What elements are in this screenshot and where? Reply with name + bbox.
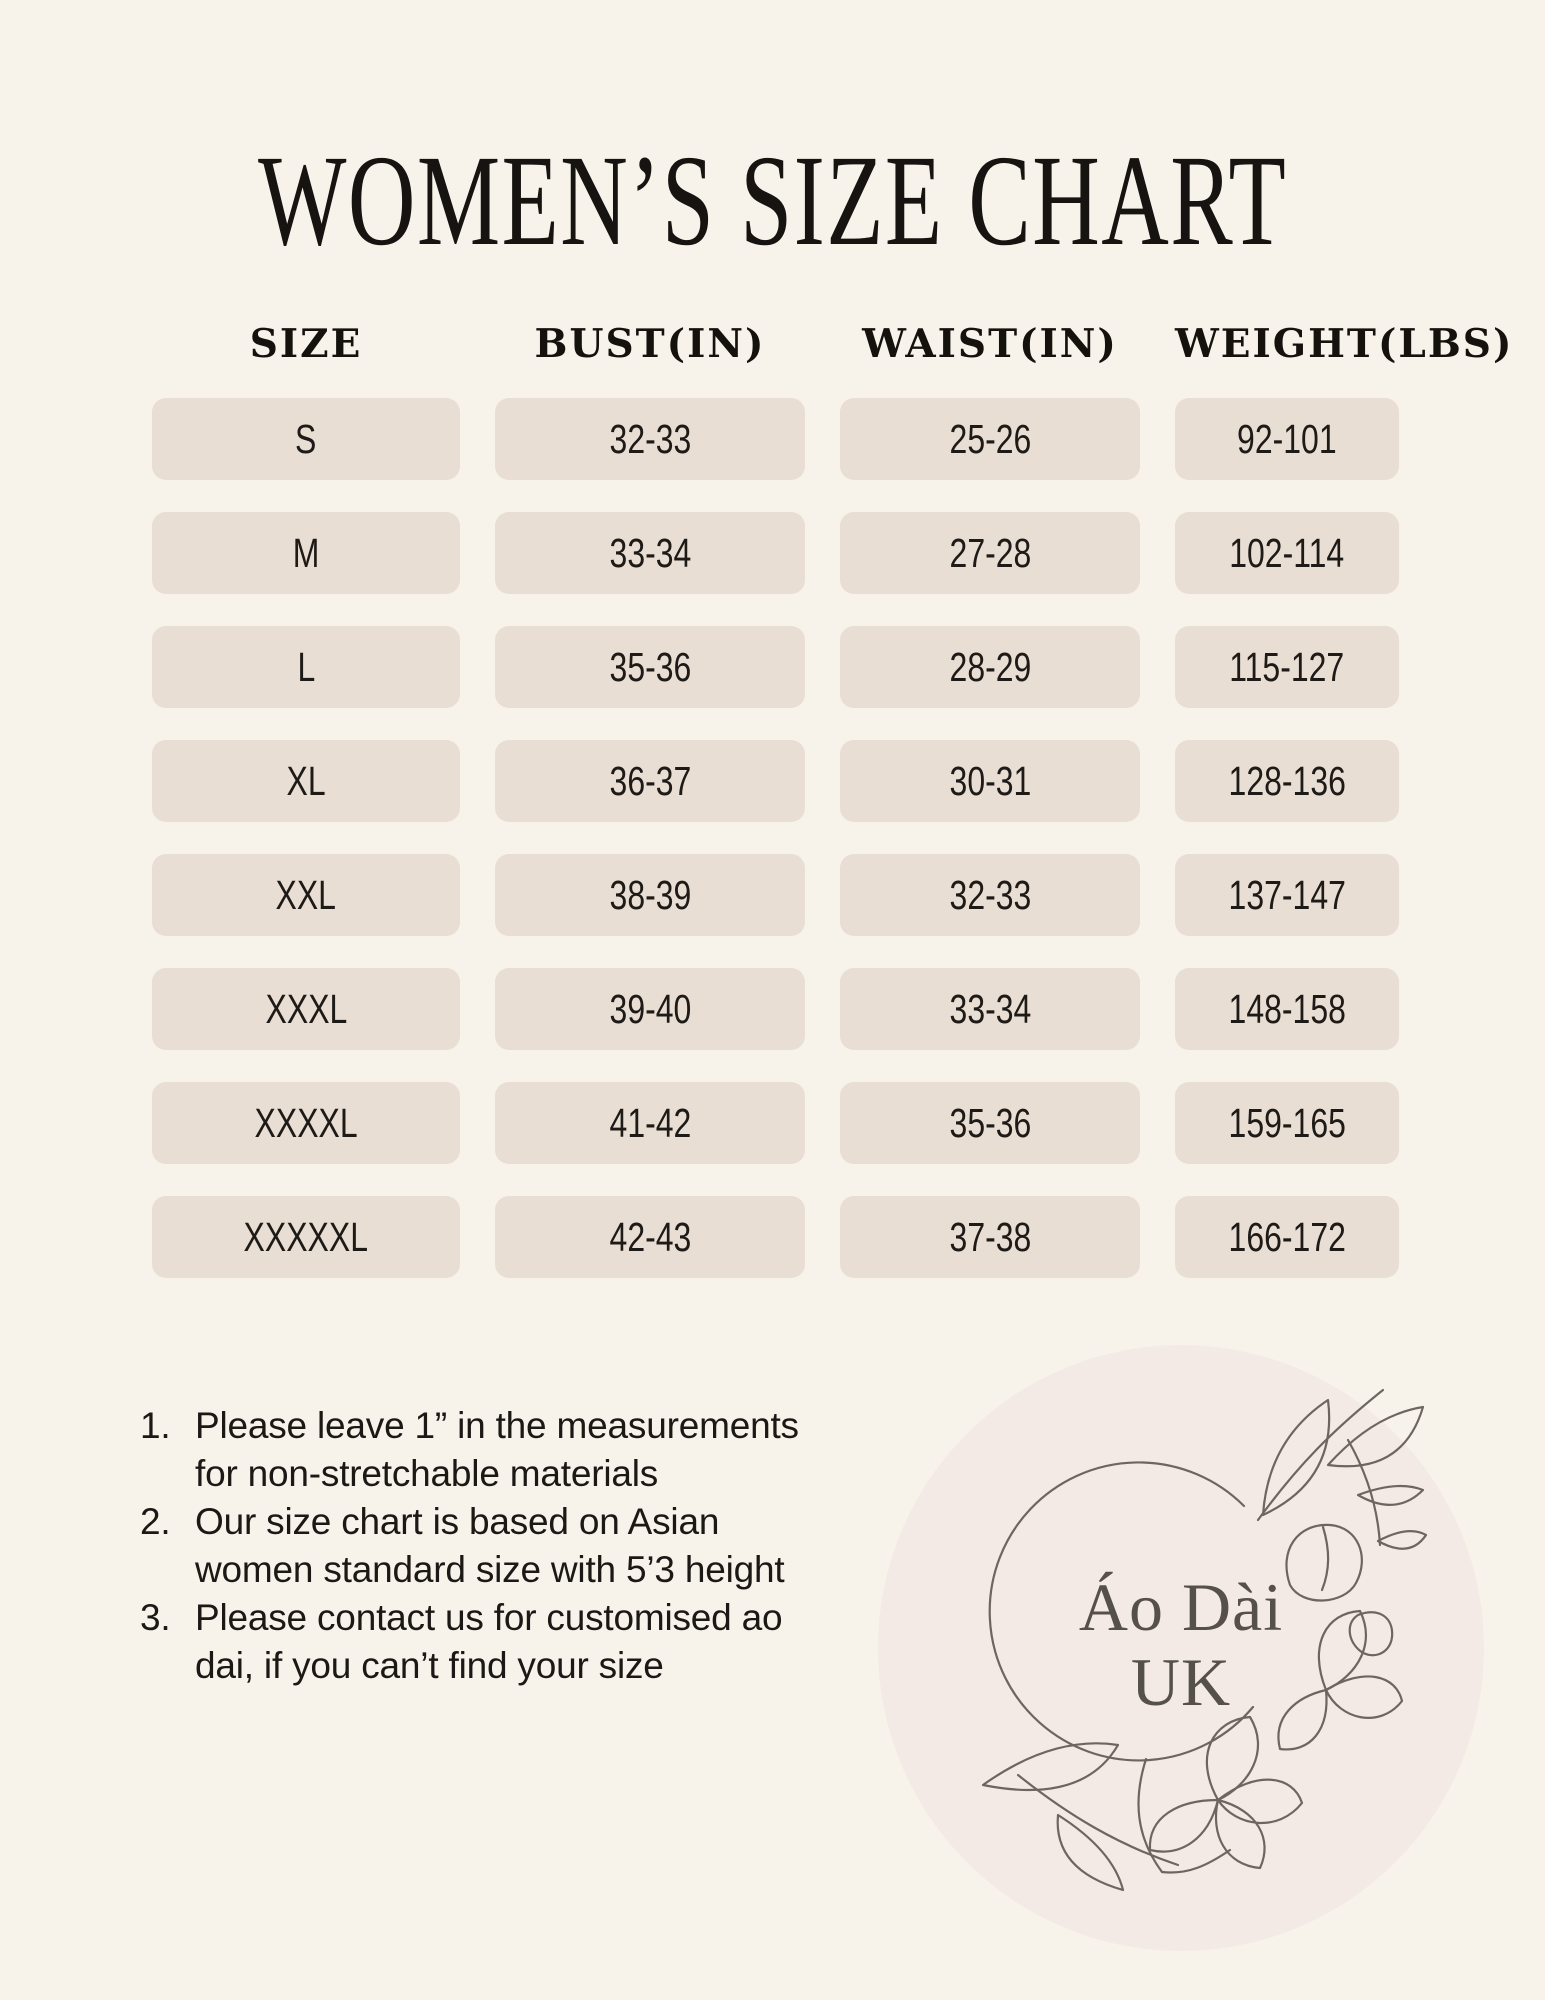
logo-ring [988, 1461, 1255, 1762]
page-title: WOMEN’S SIZE CHART [0, 129, 1545, 273]
cell-value: 35-36 [949, 1099, 1031, 1146]
cell-waist: 30-31 [840, 740, 1140, 822]
cell-value: 32-33 [609, 415, 691, 462]
cell-waist: 32-33 [840, 854, 1140, 936]
note-number: 1. [140, 1405, 171, 1446]
cell-bust: 33-34 [495, 512, 805, 594]
cell-value: 42-43 [609, 1213, 691, 1260]
cell-bust: 42-43 [495, 1196, 805, 1278]
cell-value: 137-147 [1228, 871, 1346, 918]
column-header-size: SIZE [249, 321, 363, 367]
cell-value: 30-31 [949, 757, 1031, 804]
cell-size: S [152, 398, 460, 480]
cell-bust: 35-36 [495, 626, 805, 708]
notes-list: 1. Please leave 1” in the measurements for… [140, 1402, 799, 1690]
cell-weight: 148-158 [1175, 968, 1399, 1050]
note-item: 3. Please contact us for customised ao dai… [140, 1594, 799, 1690]
column-header-bust: BUST(IN) [534, 321, 766, 367]
cell-value: XXL [275, 871, 337, 918]
cell-size: XXXXL [152, 1082, 460, 1164]
cell-size: L [152, 626, 460, 708]
note-item: 1. Please leave 1” in the measurements for… [140, 1402, 799, 1498]
cell-weight: 92-101 [1175, 398, 1399, 480]
cell-size: XXXXXL [152, 1196, 460, 1278]
column-header-weight: WEIGHT(LBS) [1175, 321, 1514, 367]
cell-value: S [295, 415, 317, 462]
page-title-text: WOMEN’S SIZE CHART [257, 129, 1288, 273]
cell-value: L [297, 643, 315, 690]
cell-value: 115-127 [1229, 643, 1345, 690]
cell-waist: 35-36 [840, 1082, 1140, 1164]
cell-size: XXL [152, 854, 460, 936]
cell-bust: 41-42 [495, 1082, 805, 1164]
note-number: 3. [140, 1597, 171, 1638]
cell-value: 36-37 [609, 757, 691, 804]
cell-value: 102-114 [1229, 529, 1345, 576]
cell-value: 37-38 [949, 1213, 1031, 1260]
cell-value: 39-40 [609, 985, 691, 1032]
cell-bust: 32-33 [495, 398, 805, 480]
cell-value: 92-101 [1237, 415, 1337, 462]
cell-value: M [292, 529, 320, 576]
cell-value: 35-36 [609, 643, 691, 690]
cell-size: M [152, 512, 460, 594]
cell-value: 27-28 [949, 529, 1031, 576]
cell-waist: 37-38 [840, 1196, 1140, 1278]
brand-logo-badge: Áo Dài UK [878, 1345, 1484, 1951]
cell-weight: 115-127 [1175, 626, 1399, 708]
cell-bust: 39-40 [495, 968, 805, 1050]
cell-weight: 137-147 [1175, 854, 1399, 936]
cell-value: 25-26 [949, 415, 1031, 462]
cell-waist: 33-34 [840, 968, 1140, 1050]
note-text: Please leave 1” in the measurements for n… [195, 1405, 799, 1494]
cell-waist: 27-28 [840, 512, 1140, 594]
note-number: 2. [140, 1501, 171, 1542]
cell-waist: 25-26 [840, 398, 1140, 480]
note-text: Our size chart is based on Asian women st… [195, 1501, 785, 1590]
cell-waist: 28-29 [840, 626, 1140, 708]
cell-bust: 36-37 [495, 740, 805, 822]
size-table: SIZE BUST(IN) WAIST(IN) WEIGHT(LBS) S 32-… [152, 321, 1514, 1278]
cell-weight: 159-165 [1175, 1082, 1399, 1164]
cell-size: XL [152, 740, 460, 822]
cell-value: 166-172 [1228, 1213, 1346, 1260]
cell-value: 159-165 [1228, 1099, 1346, 1146]
cell-value: 38-39 [609, 871, 691, 918]
cell-value: 33-34 [949, 985, 1031, 1032]
cell-value: XXXL [265, 985, 347, 1032]
cell-bust: 38-39 [495, 854, 805, 936]
cell-value: 33-34 [609, 529, 691, 576]
cell-value: 32-33 [949, 871, 1031, 918]
cell-weight: 166-172 [1175, 1196, 1399, 1278]
cell-weight: 102-114 [1175, 512, 1399, 594]
cell-value: XXXXL [254, 1099, 358, 1146]
logo-floral-art [981, 1388, 1428, 1892]
cell-value: 128-136 [1228, 757, 1346, 804]
cell-value: 148-158 [1228, 985, 1346, 1032]
cell-value: 28-29 [949, 643, 1031, 690]
cell-value: XL [286, 757, 326, 804]
cell-size: XXXL [152, 968, 460, 1050]
note-text: Please contact us for customised ao dai, … [195, 1597, 783, 1686]
column-header-waist: WAIST(IN) [862, 321, 1118, 367]
cell-value: 41-42 [609, 1099, 691, 1146]
cell-value: XXXXXL [243, 1213, 369, 1260]
cell-weight: 128-136 [1175, 740, 1399, 822]
logo-brand-region: UK [1130, 1644, 1232, 1720]
note-item: 2. Our size chart is based on Asian women … [140, 1498, 799, 1594]
logo-brand-name: Áo Dài [1078, 1569, 1284, 1645]
